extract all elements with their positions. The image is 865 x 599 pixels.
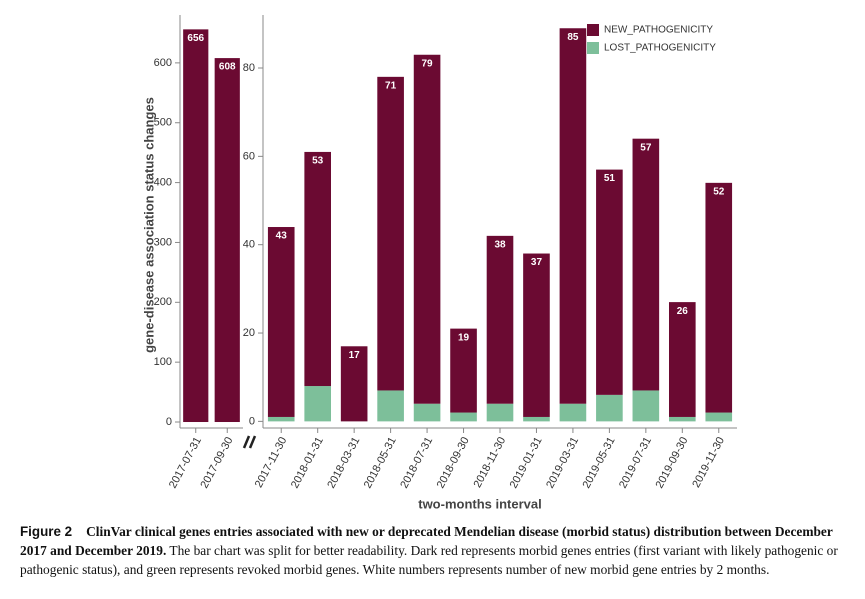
value-label: 79 [422, 58, 434, 69]
bar-segment [450, 412, 477, 422]
x-tick-label: 2018-03-31 [325, 435, 362, 490]
legend-swatch [587, 42, 599, 54]
x-tick-label: 2017-11-30 [253, 435, 290, 490]
bar-segment [413, 54, 441, 404]
x-tick-label: 2019-11-30 [690, 435, 727, 490]
bar-segment [183, 29, 209, 423]
value-label: 38 [494, 239, 506, 250]
bar-segment [632, 390, 660, 422]
y-tick-label: 300 [154, 236, 172, 248]
bar-segment [523, 253, 550, 417]
bar-segment [705, 412, 733, 422]
y-tick-label: 200 [154, 296, 172, 308]
x-tick-label: 2019-09-30 [654, 435, 691, 490]
bar-segment [705, 182, 733, 413]
value-label: 85 [567, 32, 579, 43]
x-tick-label: 2019-05-31 [581, 435, 618, 490]
bar-segment [267, 227, 295, 417]
bar-segment [668, 416, 696, 422]
y-tick-label: 80 [243, 62, 255, 74]
y-tick-label: 0 [249, 415, 255, 427]
bar-segment [377, 76, 404, 391]
bar-segment [486, 403, 514, 422]
bar-segment [304, 386, 332, 422]
value-label: 52 [713, 186, 725, 197]
bar-segment [559, 403, 587, 422]
legend-label: NEW_PATHOGENICITY [604, 25, 713, 36]
x-tick-label: 2018-07-31 [398, 435, 435, 490]
y-tick-label: 500 [154, 117, 172, 129]
bar-segment [377, 390, 404, 422]
x-tick-label: 2019-03-31 [544, 435, 581, 490]
bar-segment [632, 138, 660, 391]
value-label: 608 [219, 62, 236, 73]
axis-break [242, 435, 257, 449]
x-tick-label: 2019-01-31 [508, 435, 545, 490]
bar-segment [304, 151, 332, 387]
value-label: 57 [640, 142, 652, 153]
bar-segment [668, 302, 696, 417]
chart: gene-disease association status changes … [141, 15, 737, 511]
y-tick-label: 100 [154, 356, 172, 368]
y-tick-label: 600 [154, 57, 172, 69]
bar-segment [523, 416, 550, 422]
x-tick-label: 2018-11-30 [472, 435, 509, 490]
figure-label: Figure 2 [20, 524, 73, 539]
bar-segment [340, 346, 368, 422]
caption-body: The bar chart was split for better reada… [20, 543, 838, 577]
x-tick-label: 2018-01-31 [289, 435, 326, 490]
bar-segment [413, 403, 441, 422]
value-label: 71 [385, 80, 397, 91]
bar-segment [559, 28, 587, 404]
bar-segment [267, 416, 295, 422]
legend-swatch [587, 24, 599, 36]
y-tick-label: 20 [243, 327, 255, 339]
caption-title: ClinVar clinical genes entries associate… [20, 524, 833, 558]
y-tick-label: 0 [166, 416, 172, 428]
value-label: 19 [458, 332, 470, 343]
value-label: 17 [349, 350, 361, 361]
x-tick-label: 2017-07-31 [167, 435, 204, 490]
x-tick-label: 2019-07-31 [617, 435, 654, 490]
bar-segment [596, 169, 623, 395]
legend-label: LOST_PATHOGENICITY [604, 43, 716, 54]
bar-segment [596, 394, 623, 422]
value-label: 53 [312, 156, 324, 167]
value-label: 656 [187, 33, 204, 44]
x-tick-label: 2017-09-30 [198, 435, 235, 490]
caption: Figure 2 ClinVar clinical genes entries a… [20, 522, 858, 579]
legend: NEW_PATHOGENICITY LOST_PATHOGENICITY [587, 24, 716, 54]
bar-segment [214, 58, 240, 423]
value-label: 43 [276, 231, 288, 242]
y-tick-label: 40 [243, 239, 255, 251]
x-tick-label: 2018-05-31 [362, 435, 399, 490]
value-label: 26 [677, 306, 689, 317]
value-label: 51 [604, 173, 616, 184]
x-axis-label: two-months interval [418, 496, 542, 511]
y-tick-label: 400 [154, 177, 172, 189]
y-tick-label: 60 [243, 150, 255, 162]
x-tick-label: 2018-09-30 [435, 435, 472, 490]
bar-segment [450, 328, 477, 413]
y-axis-label: gene-disease association status changes [141, 97, 156, 353]
bar-segment [486, 235, 514, 404]
value-label: 37 [531, 257, 543, 268]
